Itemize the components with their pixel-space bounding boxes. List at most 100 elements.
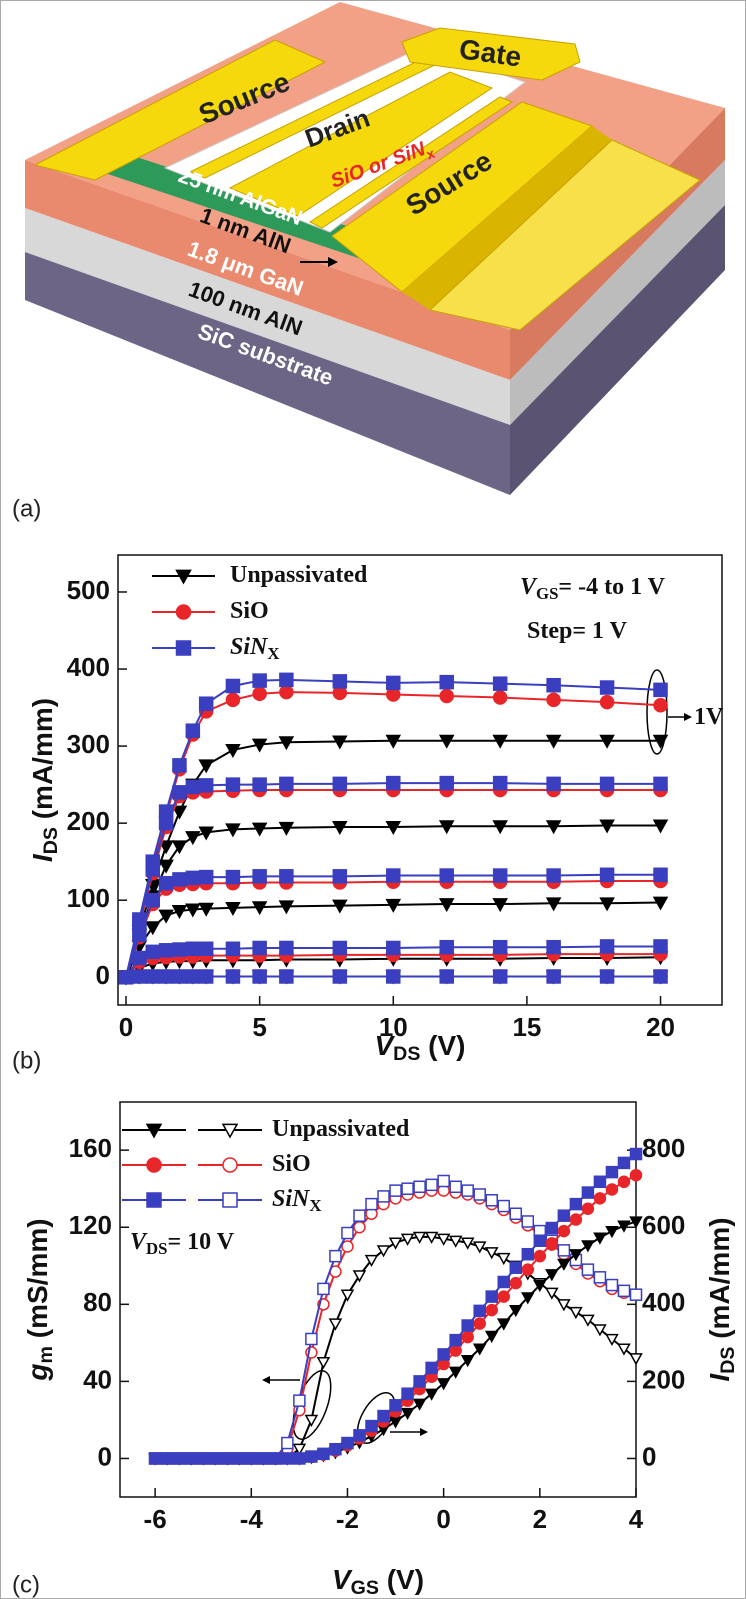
data-point: [177, 605, 191, 619]
data-point: [534, 1235, 545, 1246]
y2-tick-label: 0: [642, 1441, 656, 1471]
data-point: [601, 868, 614, 881]
data-point: [534, 1251, 545, 1262]
text-part: (mA/mm): [704, 1217, 735, 1346]
data-point: [601, 940, 614, 953]
data-point: [654, 683, 667, 696]
data-point: [631, 1289, 642, 1300]
data-point: [223, 1193, 237, 1207]
y2-tick-label: 800: [642, 1133, 685, 1163]
data-point: [330, 1251, 341, 1262]
x-tick-label: 4: [629, 1504, 644, 1534]
text-part: = -4 to 1 V: [558, 574, 665, 600]
data-point: [146, 970, 159, 983]
annotation: 1V: [694, 704, 724, 730]
data-point: [546, 1223, 557, 1234]
data-point: [366, 1199, 377, 1210]
text-part: Unpassivated: [272, 1116, 410, 1142]
text-part: Step= 1 V: [527, 618, 628, 644]
y-tick-label: 40: [83, 1364, 112, 1394]
data-point: [390, 1400, 401, 1411]
text-part: X: [267, 644, 279, 663]
data-point: [253, 970, 266, 983]
text-part: DS: [717, 1347, 739, 1374]
data-point: [200, 779, 213, 792]
data-point: [387, 676, 400, 689]
data-point: [582, 1203, 593, 1214]
data-point: [654, 940, 667, 953]
data-point: [440, 777, 453, 790]
data-point: [450, 1335, 461, 1346]
y-tick-label: 400: [67, 652, 110, 682]
data-point: [606, 1280, 617, 1291]
data-point: [354, 1430, 365, 1441]
x-axis-label: VDS (V): [374, 1030, 465, 1065]
data-point: [200, 942, 213, 955]
data-point: [280, 870, 293, 883]
data-point: [282, 1438, 293, 1449]
data-point: [486, 1291, 497, 1302]
data-point: [200, 697, 213, 710]
data-point: [486, 1305, 497, 1316]
data-point: [438, 1176, 449, 1187]
data-point: [522, 1264, 533, 1275]
data-point: [342, 1438, 353, 1449]
data-point: [330, 1444, 341, 1455]
legend-label: SiO: [230, 598, 269, 624]
data-point: [547, 970, 560, 983]
data-point: [280, 673, 293, 686]
data-point: [234, 1453, 245, 1464]
data-point: [387, 970, 400, 983]
data-point: [200, 970, 213, 983]
data-point: [631, 1149, 642, 1160]
data-point: [426, 1362, 437, 1373]
y-tick-label: 0: [96, 960, 110, 990]
data-point: [654, 868, 667, 881]
data-point: [198, 1453, 209, 1464]
data-point: [253, 778, 266, 791]
data-point: [440, 676, 453, 689]
x-tick-label: 0: [436, 1504, 450, 1534]
data-point: [547, 777, 560, 790]
x-tick-label: 15: [512, 1012, 541, 1042]
data-point: [342, 1228, 353, 1239]
data-point: [582, 1264, 593, 1275]
data-point: [570, 1199, 581, 1210]
x-tick-label: -6: [144, 1504, 167, 1534]
data-point: [253, 687, 266, 700]
data-point: [494, 777, 507, 790]
data-point: [601, 777, 614, 790]
data-point: [440, 690, 453, 703]
data-point: [618, 1285, 629, 1296]
data-point: [282, 1453, 293, 1464]
data-point: [402, 1388, 413, 1399]
data-point: [253, 870, 266, 883]
x-tick-label: 0: [119, 1012, 133, 1042]
data-point: [173, 873, 186, 886]
data-point: [606, 1184, 617, 1195]
data-point: [253, 941, 266, 954]
data-point: [366, 1421, 377, 1432]
data-point: [440, 941, 453, 954]
text-part: g: [22, 1363, 53, 1381]
data-point: [582, 1187, 593, 1198]
data-point: [173, 943, 186, 956]
data-point: [606, 1167, 617, 1178]
panel-label: (b): [12, 1047, 41, 1074]
data-point: [438, 1349, 449, 1360]
data-point: [186, 871, 199, 884]
y2-tick-label: 400: [642, 1287, 685, 1317]
data-point: [474, 1189, 485, 1200]
data-point: [133, 970, 146, 983]
annotation: VDS= 10 V: [130, 1229, 235, 1258]
data-point: [253, 674, 266, 687]
text-part: (V): [420, 1030, 465, 1061]
x-tick-label: -2: [336, 1504, 359, 1534]
data-point: [378, 1191, 389, 1202]
data-point: [440, 869, 453, 882]
data-point: [226, 871, 239, 884]
data-point: [186, 1453, 197, 1464]
text-part: SiN: [272, 1186, 311, 1212]
data-point: [631, 1170, 642, 1181]
data-point: [226, 778, 239, 791]
